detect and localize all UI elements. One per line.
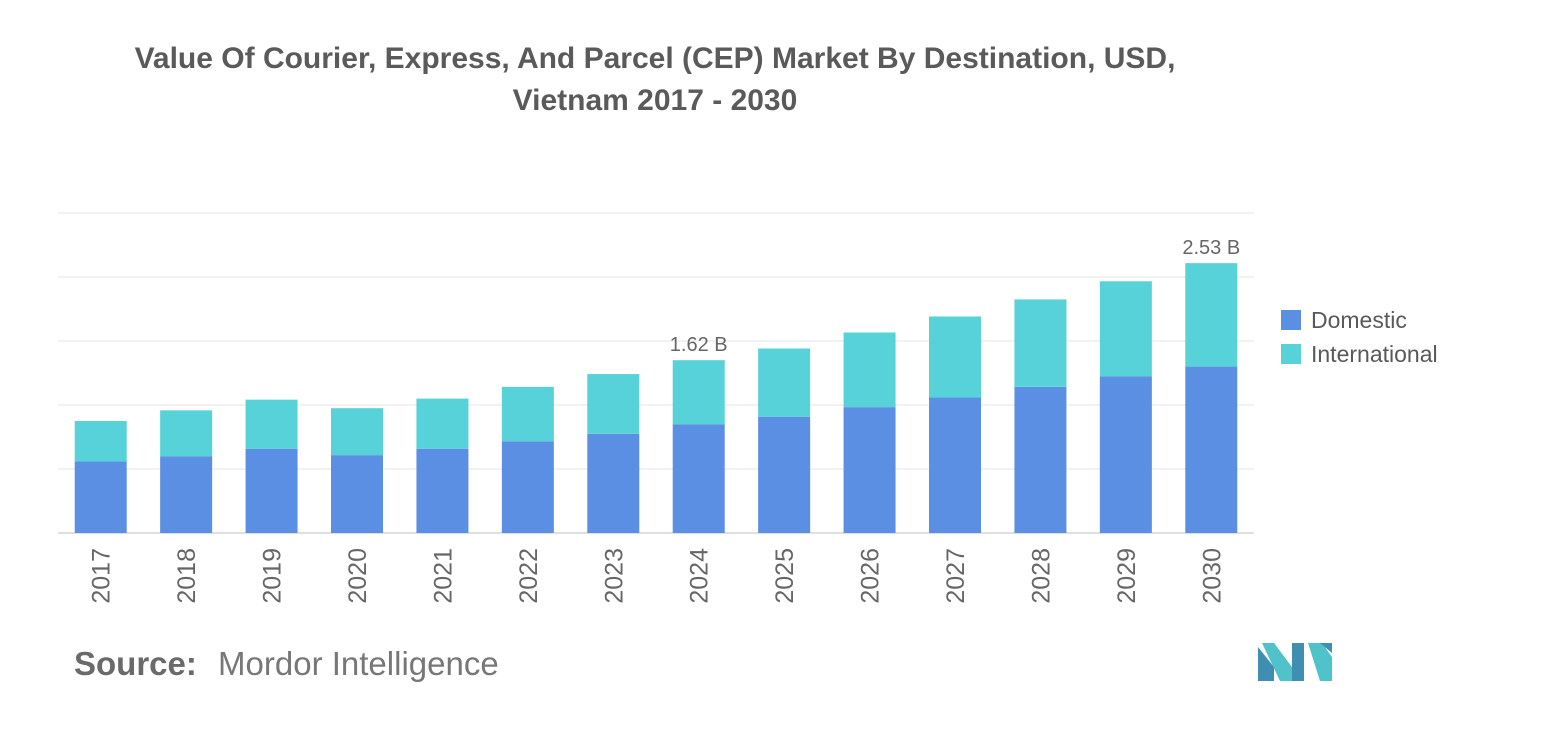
- bar-international-2028[interactable]: [1014, 299, 1067, 387]
- x-tick-label: 2018: [173, 548, 201, 604]
- x-tick-label: 2019: [259, 548, 287, 604]
- bar-domestic-2025[interactable]: [758, 416, 811, 533]
- x-tick-label: 2026: [857, 548, 885, 604]
- bar-international-2023[interactable]: [587, 374, 640, 434]
- bar-domestic-2024[interactable]: [672, 424, 725, 533]
- x-tick-label: 2020: [344, 548, 372, 604]
- legend-item-domestic[interactable]: Domestic: [1281, 303, 1438, 337]
- data-label-2024: 1.62 B: [670, 334, 728, 356]
- x-tick-label: 2030: [1198, 548, 1226, 604]
- x-tick-label: 2027: [942, 548, 970, 604]
- bar-international-2020[interactable]: [331, 408, 383, 456]
- legend-item-international[interactable]: International: [1281, 337, 1438, 371]
- bar-international-2027[interactable]: [929, 316, 981, 398]
- x-tick-label: 2024: [686, 548, 714, 604]
- bar-international-2024[interactable]: [672, 360, 725, 425]
- legend-label-international: International: [1311, 340, 1438, 367]
- legend-swatch-domestic: [1281, 310, 1301, 330]
- bar-international-2017[interactable]: [74, 421, 127, 462]
- bar-international-2026[interactable]: [843, 332, 896, 408]
- bar-international-2029[interactable]: [1099, 281, 1152, 377]
- legend-label-domestic: Domestic: [1311, 306, 1407, 333]
- bar-domestic-2028[interactable]: [1014, 386, 1067, 533]
- bar-domestic-2019[interactable]: [245, 448, 298, 533]
- bar-international-2022[interactable]: [501, 386, 554, 442]
- bar-domestic-2027[interactable]: [929, 397, 981, 533]
- x-tick-label: 2025: [771, 548, 799, 604]
- bar-international-2025[interactable]: [758, 348, 811, 417]
- bar-domestic-2020[interactable]: [331, 455, 383, 533]
- chart-title-line-1: Value Of Courier, Express, And Parcel (C…: [134, 42, 1176, 75]
- bar-domestic-2018[interactable]: [160, 456, 213, 533]
- bar-international-2019[interactable]: [245, 399, 298, 449]
- x-tick-label: 2022: [515, 548, 543, 604]
- x-tick-label: 2028: [1027, 548, 1055, 604]
- bar-international-2021[interactable]: [416, 398, 469, 449]
- mordor-intelligence-logo-icon: [1258, 643, 1332, 681]
- x-tick-label: 2023: [600, 548, 628, 604]
- x-tick-label: 2021: [429, 548, 457, 604]
- x-tick-label: 2029: [1113, 548, 1141, 604]
- chart-legend: Domestic International: [1281, 303, 1438, 371]
- source-label: Source:: [74, 645, 197, 682]
- bar-domestic-2026[interactable]: [843, 407, 896, 533]
- bar-domestic-2023[interactable]: [587, 433, 640, 533]
- bar-domestic-2017[interactable]: [74, 461, 127, 533]
- chart-title: Value Of Courier, Express, And Parcel (C…: [0, 38, 1310, 122]
- bar-domestic-2029[interactable]: [1099, 376, 1152, 533]
- bar-domestic-2021[interactable]: [416, 448, 469, 533]
- legend-swatch-international: [1281, 344, 1301, 364]
- chart-title-line-2: Vietnam 2017 - 2030: [512, 84, 798, 117]
- bar-domestic-2022[interactable]: [501, 441, 554, 533]
- bar-domestic-2030[interactable]: [1185, 366, 1238, 533]
- source-line: Source: Mordor Intelligence: [74, 645, 499, 683]
- bar-international-2030[interactable]: [1185, 263, 1238, 367]
- bar-international-2018[interactable]: [160, 410, 213, 457]
- data-label-2030: 2.53 B: [1182, 237, 1240, 259]
- source-value: Mordor Intelligence: [218, 645, 499, 682]
- x-tick-label: 2017: [88, 548, 116, 604]
